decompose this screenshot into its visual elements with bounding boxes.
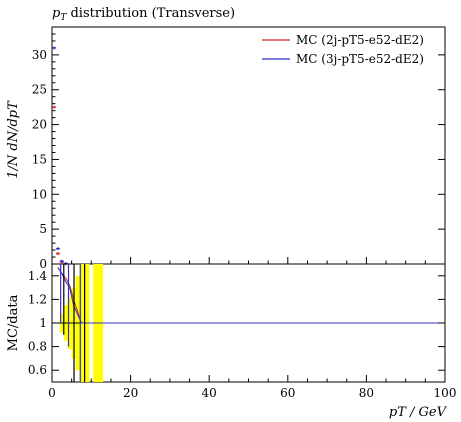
bottom-y-tick-label: 0.8: [28, 340, 47, 354]
bottom-x-tick-label: 60: [280, 386, 295, 400]
ratio-data-marks: [52, 264, 445, 382]
y-axis-label-bottom: MC/data: [6, 294, 21, 351]
top-y-tick-label: 30: [32, 48, 47, 62]
bottom-y-tick-label: 1.4: [28, 269, 47, 283]
top-data-marks: [52, 46, 68, 266]
top-y-tick-label: 10: [32, 187, 47, 201]
ratio-line-2: [57, 267, 445, 324]
y-axis-label-top: 1/N dN/dpT: [6, 100, 21, 179]
bottom-x-tick-label: 40: [202, 386, 217, 400]
legend: MC (2j-pT5-e52-dE2) MC (3j-pT5-e52-dE2): [262, 33, 424, 66]
top-y-tick-label: 25: [32, 83, 47, 97]
top-y-tick-label: 0: [39, 257, 47, 271]
top-y-tick-label: 15: [32, 152, 47, 166]
legend-label-mc1: MC (2j-pT5-e52-dE2): [296, 33, 424, 47]
top-y-ticks: 0 5 10 15 20 25 30: [32, 33, 446, 271]
bottom-axis-ticks: 0.6 0.8 1 1.2 1.4 0 20 40 60 80 100: [28, 269, 457, 400]
bottom-x-tick-label: 80: [359, 386, 374, 400]
x-axis-label: pT / GeV: [389, 405, 448, 420]
chart-title: pT distribution (Transverse): [52, 6, 235, 23]
bottom-y-tick-label: 1: [39, 316, 47, 330]
legend-label-mc2: MC (3j-pT5-e52-dE2): [296, 52, 424, 66]
bottom-x-tick-label: 0: [48, 386, 56, 400]
bottom-y-tick-label: 1.2: [28, 292, 47, 306]
bottom-x-tick-label: 100: [434, 386, 457, 400]
ratio-line-1: [57, 267, 445, 324]
bottom-x-tick-label: 20: [123, 386, 138, 400]
top-y-tick-label: 20: [32, 118, 47, 132]
top-y-tick-label: 5: [39, 222, 47, 236]
bottom-y-tick-label: 0.6: [28, 363, 47, 377]
